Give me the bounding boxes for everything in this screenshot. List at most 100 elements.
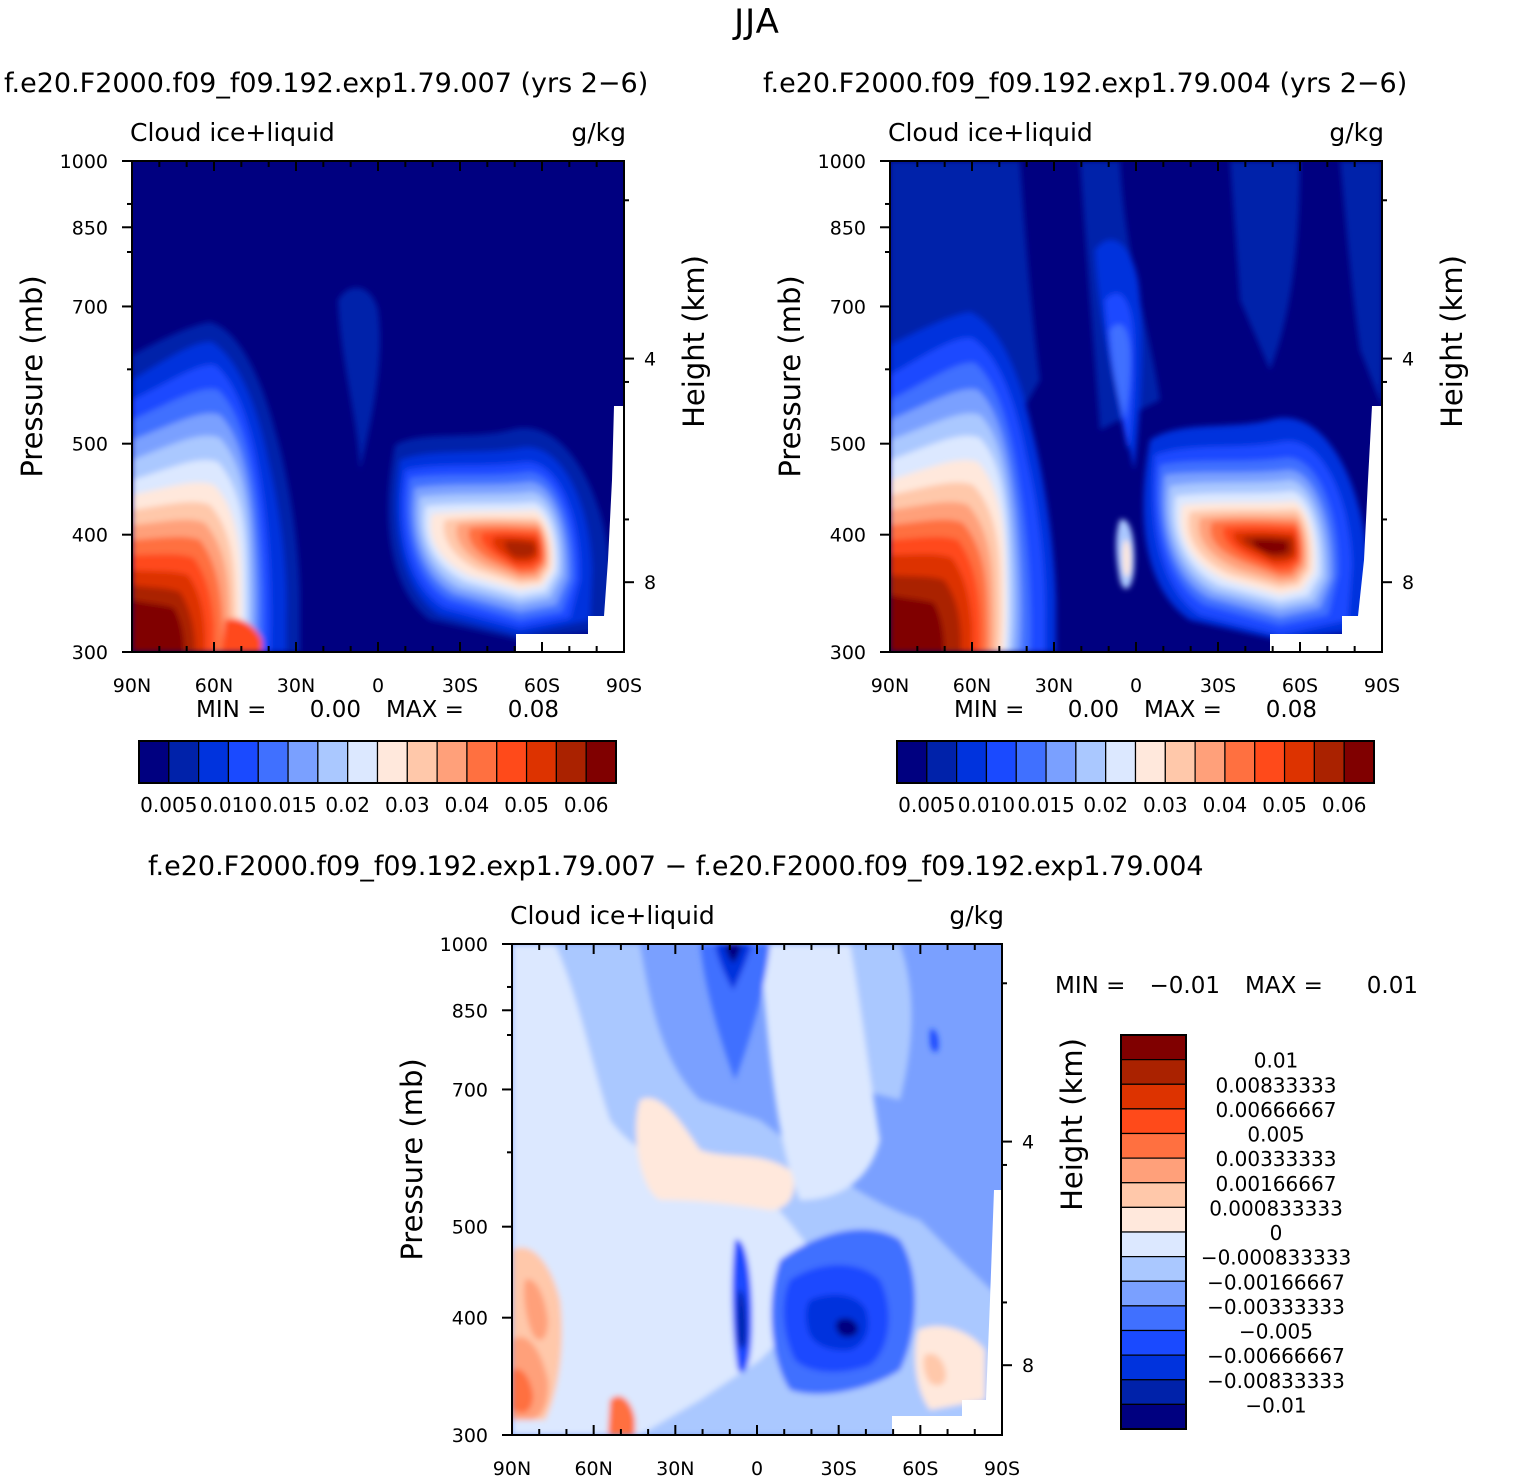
x-tick-label: 0 <box>372 675 384 697</box>
panel1-axes: Cloud ice+liquid g/kg 90N 60N 30N 0 30S 60S 90S 3… <box>15 118 711 697</box>
x-tick-label: 90N <box>493 1458 531 1480</box>
colorbar-swatch <box>1120 1206 1187 1233</box>
colorbar-swatch <box>1045 740 1077 784</box>
panel3-colorbar: 0.010.008333330.006666670.0050.003333330… <box>1120 1034 1351 1430</box>
y-right-tick-label: 4 <box>1022 1132 1034 1154</box>
colorbar-swatch <box>1120 1403 1187 1430</box>
colorbar-swatch <box>198 740 230 784</box>
y-tick-label: 300 <box>452 1425 488 1447</box>
p3-neg-equator-core <box>715 944 752 990</box>
colorbar-swatch <box>1120 1354 1187 1381</box>
panel3-ylabel-right: Height (km) <box>1055 1038 1089 1211</box>
colorbar-swatch <box>1120 1083 1187 1110</box>
colorbar-swatch <box>1075 740 1107 784</box>
x-tick-label: 30N <box>656 1458 694 1480</box>
p3-pos-nh-core <box>512 1368 533 1413</box>
panel2-ylabel-right: Height (km) <box>1435 255 1469 428</box>
x-tick-label: 90S <box>984 1458 1020 1480</box>
colorbar-swatch <box>1254 740 1286 784</box>
colorbar-label: 0.03 <box>1143 793 1188 817</box>
colorbar-label: 0.02 <box>325 793 370 817</box>
x-tick-label: 90S <box>1364 675 1400 697</box>
x-tick-label: 30N <box>277 675 315 697</box>
y-tick-label: 700 <box>830 296 866 318</box>
colorbar-swatch <box>1120 1305 1187 1332</box>
min-value: −0.01 <box>1150 973 1220 999</box>
colorbar-swatch <box>985 740 1017 784</box>
colorbar-label: 0.005 <box>1247 1123 1304 1147</box>
x-tick-label: 30S <box>442 675 478 697</box>
colorbar-swatch <box>466 740 498 784</box>
colorbar-label: 0.06 <box>1322 793 1367 817</box>
colorbar-frame <box>896 740 1375 784</box>
colorbar-swatch <box>347 740 379 784</box>
colorbar-label: −0.00666667 <box>1207 1344 1345 1368</box>
colorbar-swatch <box>525 740 557 784</box>
y-tick-label: 400 <box>830 525 866 547</box>
colorbar-label: −0.00166667 <box>1207 1270 1345 1294</box>
y-tick-label: 1000 <box>818 151 866 173</box>
colorbar-swatch <box>1120 1231 1187 1258</box>
panel1-plot <box>132 161 624 652</box>
x-tick-label: 30N <box>1035 675 1073 697</box>
colorbar-swatch <box>1120 1059 1187 1085</box>
max-value: 0.08 <box>508 697 559 723</box>
x-tick-label: 60S <box>1282 675 1318 697</box>
axes-layer: Cloud ice+liquid g/kg 90N 60N 30N 0 30S 60S 90S 3… <box>15 118 1469 1480</box>
y-tick-label: 850 <box>830 217 866 239</box>
colorbar-swatch <box>1164 740 1196 784</box>
colorbar-label: 0.005 <box>898 793 955 817</box>
p3-neg-sh-core <box>835 1318 858 1337</box>
panel1-units: g/kg <box>571 118 626 147</box>
colorbar-label: 0.00833333 <box>1216 1073 1337 1097</box>
colorbar-label: 0.05 <box>1262 793 1307 817</box>
panel2-ylabel: Pressure (mb) <box>773 275 807 477</box>
colorbar-swatch <box>317 740 349 784</box>
y-tick-label: 400 <box>72 525 108 547</box>
panel2-plot <box>890 161 1382 652</box>
y-tick-label: 500 <box>452 1217 488 1239</box>
p2-equator-core <box>1122 539 1131 577</box>
panel3-title: f.e20.F2000.f09_f09.192.exp1.79.007 − f.… <box>148 851 1204 882</box>
panel2-title: f.e20.F2000.f09_f09.192.exp1.79.004 (yrs… <box>763 68 1408 99</box>
colorbar-label: 0.00666667 <box>1216 1098 1337 1122</box>
y-tick-label: 300 <box>72 642 108 664</box>
colorbar-label: 0.010 <box>958 793 1015 817</box>
colorbar-frame <box>1120 1034 1187 1430</box>
colorbar-label: 0.00333333 <box>1216 1147 1337 1171</box>
max-value: 0.08 <box>1266 697 1317 723</box>
colorbar-swatch <box>376 740 408 784</box>
x-tick-label: 60S <box>524 675 560 697</box>
colorbar-label: −0.005 <box>1239 1320 1313 1344</box>
panel3-field-name: Cloud ice+liquid <box>510 901 715 930</box>
p3-neg-eq-low-core <box>737 1289 747 1349</box>
max-label: MAX = <box>1245 973 1323 999</box>
colorbar-swatch <box>1015 740 1047 784</box>
colorbar-swatch <box>1224 740 1256 784</box>
colorbar-swatch <box>896 740 928 784</box>
y-tick-label: 850 <box>452 1000 488 1022</box>
max-label: MAX = <box>386 697 464 723</box>
y-tick-label: 1000 <box>440 934 488 956</box>
x-tick-label: 90N <box>871 675 909 697</box>
y-right-tick-label: 8 <box>644 572 656 594</box>
colorbar-swatch <box>1283 740 1315 784</box>
panel1-ylabel-right: Height (km) <box>677 255 711 428</box>
panel1-title: f.e20.F2000.f09_f09.192.exp1.79.007 (yrs… <box>4 68 649 99</box>
colorbar-swatch <box>1194 740 1226 784</box>
colorbar-swatch <box>436 740 468 784</box>
p3-region-pos-small <box>636 1098 794 1210</box>
panel2-minmax: MIN = 0.00 MAX = 0.08 <box>954 697 1317 723</box>
colorbar-label: −0.01 <box>1245 1393 1306 1417</box>
x-tick-label: 90N <box>113 675 151 697</box>
colorbar-label: 0.06 <box>564 793 609 817</box>
colorbar-swatch <box>1120 1108 1187 1135</box>
colorbar-swatch <box>227 740 259 784</box>
p3-neg-sh-small <box>930 1029 939 1052</box>
panel3-axes: Cloud ice+liquid g/kg 90N 60N 30N 0 30S 60S 90S 3… <box>395 901 1089 1480</box>
y-right-tick-label: 4 <box>1402 349 1414 371</box>
p3-pos-nh-base <box>608 1396 635 1435</box>
panel3-plot <box>512 944 1002 1435</box>
colorbars-layer: 0.005 0.010 0.015 0.02 0.03 0.04 0.05 0.06 0.005… <box>138 740 1375 1430</box>
